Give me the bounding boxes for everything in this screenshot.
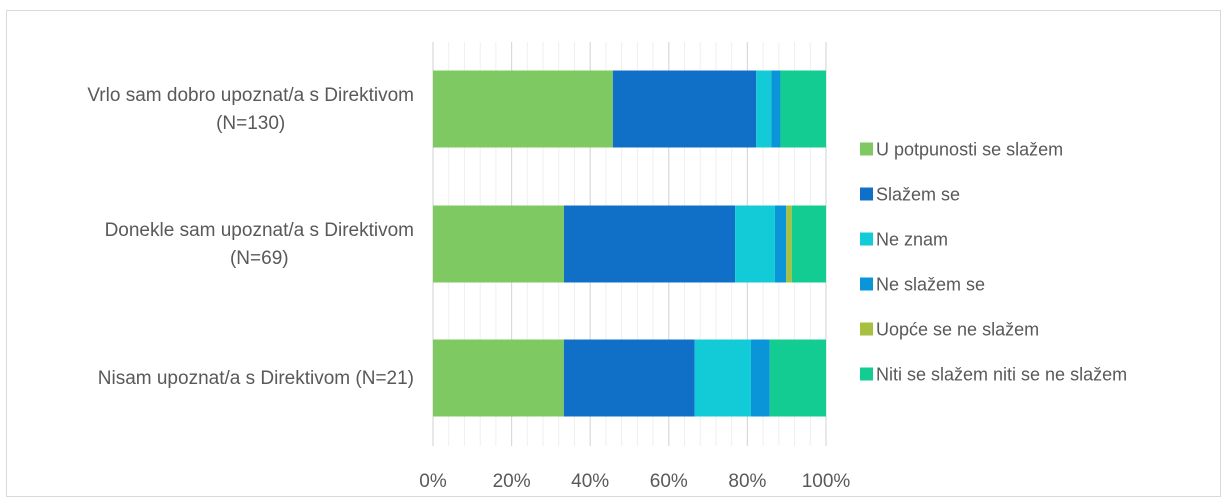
bars xyxy=(433,70,826,417)
x-tick-label: 100% xyxy=(802,471,851,492)
category-label-1-line-2: (N=130) xyxy=(216,113,285,134)
category-label-3-line-1: Nisam upoznat/a s Direktivom (N=21) xyxy=(98,368,414,389)
bar-segment-2-6 xyxy=(791,205,826,283)
category-labels: Vrlo sam dobro upoznat/a s Direktivom (N=… xyxy=(87,85,414,389)
bar-segment-1-6 xyxy=(780,70,826,148)
bar-segment-3-6 xyxy=(769,339,826,417)
bar-segment-3-4 xyxy=(750,339,770,417)
legend-swatch-2 xyxy=(860,187,873,201)
bar-segment-1-3 xyxy=(756,70,772,148)
bar-segment-3-3 xyxy=(694,339,751,417)
legend-label-1: U potpunosti se slažem xyxy=(876,140,1063,160)
legend-swatch-5 xyxy=(860,322,873,336)
x-tick-label: 80% xyxy=(728,471,766,492)
legend-label-4: Ne slažem se xyxy=(876,275,985,295)
bar-segment-3-1 xyxy=(433,339,564,417)
category-label-2-line-1: Donekle sam upoznat/a s Direktivom xyxy=(105,220,414,241)
bar-segment-1-2 xyxy=(612,70,757,148)
bar-segment-1-4 xyxy=(771,70,781,148)
x-tick-label: 60% xyxy=(650,471,688,492)
legend-label-3: Ne znam xyxy=(876,230,948,250)
legend-label-2: Slažem se xyxy=(876,185,960,205)
x-tick-label: 40% xyxy=(571,471,609,492)
x-axis-tick-labels: 0% 20% 40% 60% 80% 100% xyxy=(419,471,850,492)
x-tick-label: 20% xyxy=(493,471,531,492)
bar-segment-3-2 xyxy=(563,339,695,417)
x-tick-label: 0% xyxy=(419,471,447,492)
bar-segment-2-4 xyxy=(774,205,787,283)
legend-swatch-4 xyxy=(860,277,873,291)
legend: U potpunosti se slažem Slažem se Ne znam Ne… xyxy=(860,140,1127,385)
bar-segment-1-1 xyxy=(433,70,613,148)
category-label-2-line-2: (N=69) xyxy=(230,248,289,269)
legend-label-6: Niti se slažem niti se ne slažem xyxy=(876,365,1127,385)
bar-segment-2-3 xyxy=(735,205,775,283)
bar-segment-2-2 xyxy=(564,205,736,283)
bar-segment-2-1 xyxy=(433,205,564,283)
legend-swatch-1 xyxy=(860,142,873,156)
legend-swatch-3 xyxy=(860,232,873,246)
category-label-1-line-1: Vrlo sam dobro upoznat/a s Direktivom xyxy=(87,85,414,106)
legend-swatch-6 xyxy=(860,367,873,381)
legend-label-5: Uopće se ne slažem xyxy=(876,320,1039,340)
bar-segment-2-5 xyxy=(786,205,792,283)
